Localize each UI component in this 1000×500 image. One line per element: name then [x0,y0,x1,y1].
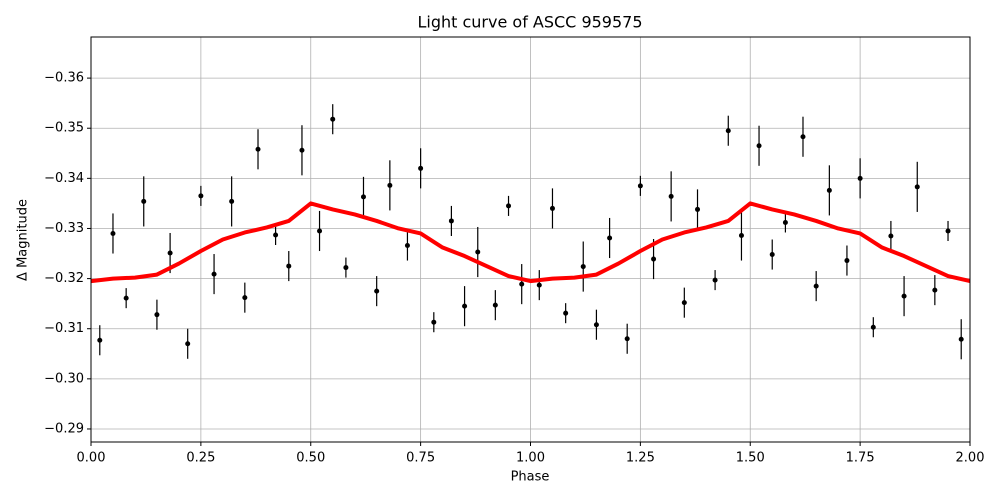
y-tick-label: −0.30 [44,371,84,386]
data-point [273,232,279,238]
y-tick-label: −0.36 [44,71,84,86]
data-point [123,295,129,301]
data-point [387,182,393,188]
data-point [681,300,687,306]
data-point [431,319,437,325]
x-tick-label: 1.25 [626,451,655,466]
data-point [360,194,366,200]
x-tick-label: 1.75 [846,451,875,466]
data-point [756,143,762,149]
data-point [286,263,292,269]
x-tick-label: 1.50 [736,451,765,466]
data-point [945,228,951,234]
data-point [97,337,103,343]
data-point [958,336,964,342]
data-point [607,235,613,241]
data-point [110,230,116,236]
data-point [506,203,512,209]
x-tick-label: 2.00 [956,451,985,466]
data-point [813,283,819,289]
data-point [462,303,468,309]
axes-frame [90,36,971,443]
data-point [198,193,204,199]
data-point [870,324,876,330]
data-point [651,256,657,262]
data-point [475,249,481,255]
y-tick-label: −0.32 [44,271,84,286]
y-axis-label: Δ Magnitude [16,199,31,281]
y-tick-label: −0.29 [44,421,84,436]
plot-area [91,104,970,360]
x-tick-label: 0.25 [186,451,215,466]
x-tick-label: 1.00 [516,451,545,466]
y-tick-label: −0.33 [44,221,84,236]
data-point [932,287,938,293]
y-tick-label: −0.31 [44,321,84,336]
data-point [536,282,542,288]
data-point [211,271,217,277]
data-point [242,295,248,301]
data-point [229,198,235,204]
data-point [888,233,894,239]
data-point [826,187,832,193]
data-point [317,228,323,234]
data-point [330,116,336,122]
chart-title: Light curve of ASCC 959575 [417,13,642,32]
data-point [154,312,160,318]
data-point [668,193,674,199]
y-tick-label: −0.34 [44,171,84,186]
data-point [844,258,850,264]
data-point [519,281,525,287]
data-point [914,184,920,190]
data-point [738,232,744,238]
data-point [901,293,907,299]
data-point [343,265,349,271]
data-point [374,288,380,294]
data-point [857,175,863,181]
data-point [563,310,569,316]
data-point [769,252,775,258]
data-point [299,147,305,153]
data-point [593,322,599,328]
x-tick-label: 0.50 [296,451,325,466]
data-point [800,134,806,140]
data-point [637,183,643,189]
data-point [549,205,555,211]
binned-curve [91,201,970,284]
y-tick-label: −0.35 [44,121,84,136]
data-point [167,250,173,256]
data-point [185,341,191,347]
grid [90,37,971,442]
data-point [695,206,701,212]
data-point [712,277,718,283]
data-point [782,219,788,225]
data-point [492,302,498,308]
data-point [725,128,731,134]
x-tick-label: 0.75 [406,451,435,466]
x-tick-label: 0.00 [77,451,106,466]
data-point [141,198,147,204]
data-point [418,165,424,171]
data-point [580,264,586,270]
data-point [255,146,261,152]
data-point [624,336,630,342]
data-point [448,218,454,224]
x-axis-label: Phase [511,470,550,485]
data-point [404,243,410,249]
